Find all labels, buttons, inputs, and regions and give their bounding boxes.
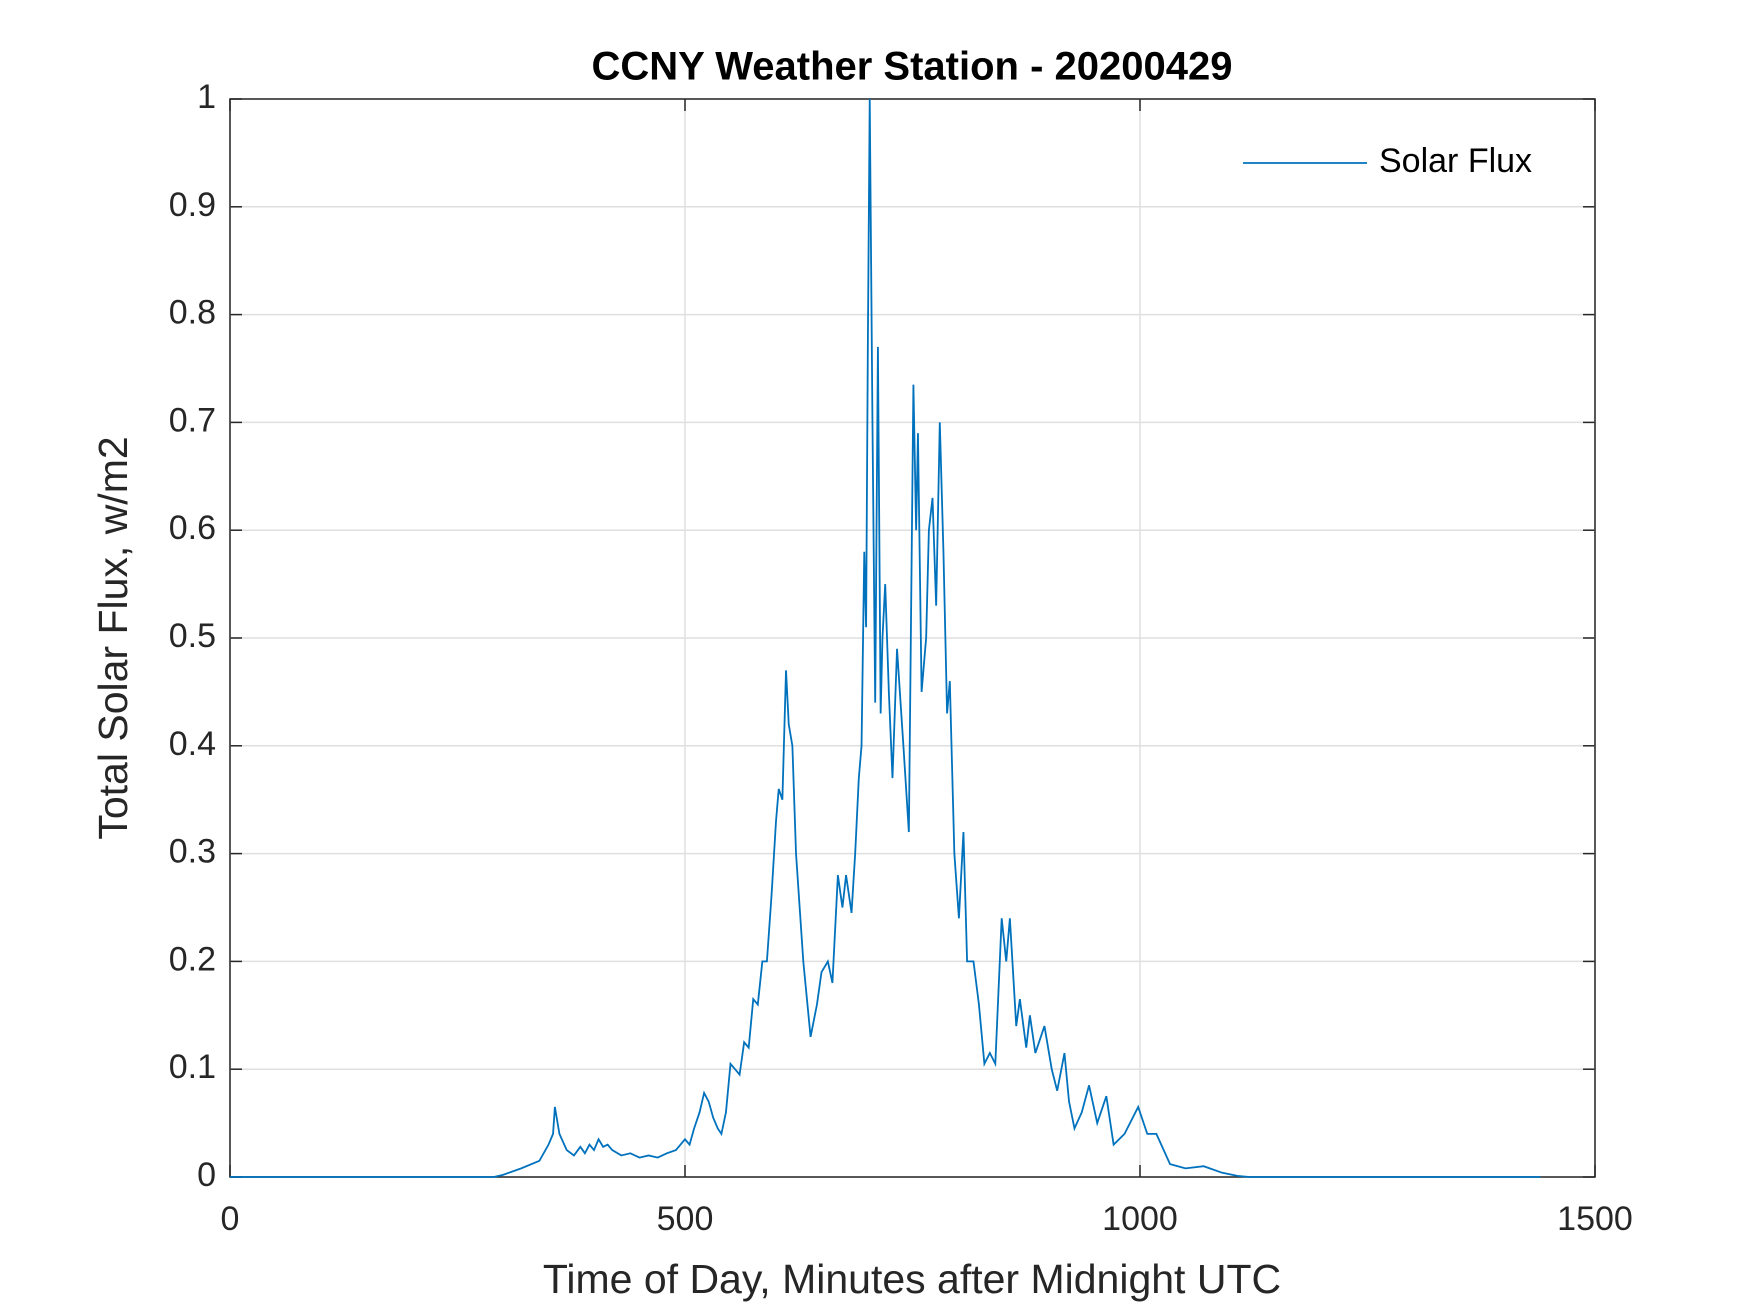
y-tick-label: 0.1: [169, 1048, 216, 1086]
x-tick-label: 1500: [1557, 1200, 1633, 1238]
y-tick-label: 0: [197, 1156, 216, 1194]
data-line: [230, 98, 1541, 1178]
chart-title: CCNY Weather Station - 20200429: [592, 45, 1233, 89]
y-tick-label: 0.7: [169, 401, 216, 439]
y-tick-label: 0.2: [169, 940, 216, 978]
y-tick-label: 0.5: [169, 617, 216, 655]
plot-frame: [229, 98, 1596, 1178]
y-tick-label: 1: [197, 78, 216, 116]
y-tick-label: 0.3: [169, 833, 216, 871]
x-tick-label: 1000: [1102, 1200, 1178, 1238]
x-tick-label: 500: [657, 1200, 714, 1238]
x-tick-label: 0: [221, 1200, 240, 1238]
y-tick-label: 0.4: [169, 725, 216, 763]
x-axis-label: Time of Day, Minutes after Midnight UTC: [543, 1256, 1281, 1302]
y-axis-label: Total Solar Flux, w/m2: [90, 436, 136, 839]
y-tick-label: 0.6: [169, 509, 216, 547]
y-tick-label: 0.9: [169, 186, 216, 224]
legend-label: Solar Flux: [1379, 142, 1532, 180]
y-tick-label: 0.8: [169, 294, 216, 332]
